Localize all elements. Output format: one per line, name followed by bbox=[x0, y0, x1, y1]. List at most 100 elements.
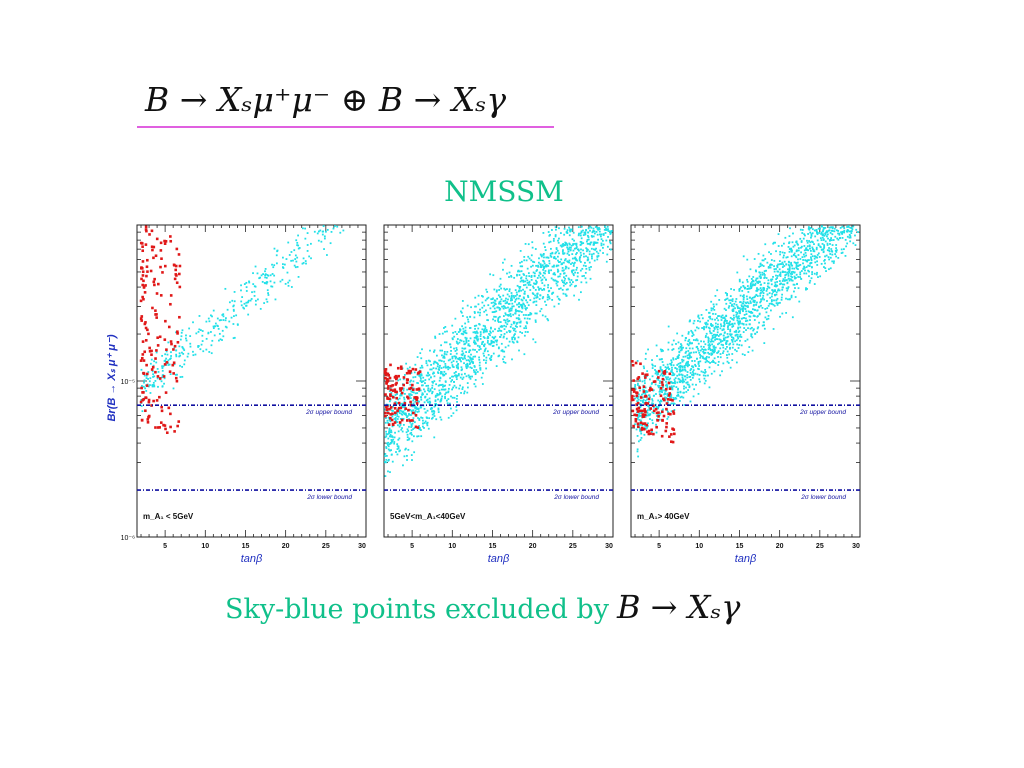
excluded-point bbox=[319, 229, 322, 232]
excluded-point bbox=[827, 256, 830, 259]
excluded-point bbox=[522, 273, 525, 275]
allowed-point bbox=[150, 245, 154, 249]
excluded-point bbox=[841, 230, 844, 233]
excluded-point bbox=[435, 354, 438, 357]
excluded-point bbox=[691, 335, 694, 337]
allowed-point bbox=[140, 315, 144, 318]
allowed-point bbox=[388, 407, 391, 411]
excluded-point bbox=[201, 330, 204, 332]
excluded-point bbox=[769, 296, 772, 299]
excluded-point bbox=[397, 424, 399, 427]
excluded-point bbox=[313, 230, 316, 233]
excluded-point bbox=[266, 300, 269, 303]
excluded-point bbox=[199, 348, 202, 351]
excluded-point bbox=[717, 355, 719, 358]
excluded-point bbox=[781, 266, 784, 268]
excluded-point bbox=[183, 363, 186, 366]
allowed-point bbox=[174, 376, 178, 380]
excluded-point bbox=[755, 270, 758, 273]
excluded-point bbox=[592, 242, 595, 245]
excluded-point bbox=[161, 376, 164, 379]
excluded-point bbox=[479, 368, 482, 371]
excluded-point bbox=[710, 372, 713, 375]
excluded-point bbox=[151, 385, 154, 388]
excluded-point bbox=[502, 261, 504, 264]
excluded-point bbox=[410, 372, 413, 374]
excluded-point bbox=[828, 229, 831, 232]
excluded-point bbox=[793, 283, 796, 286]
allowed-point bbox=[652, 404, 655, 408]
excluded-point bbox=[543, 266, 545, 268]
excluded-point bbox=[823, 266, 825, 268]
excluded-point bbox=[766, 293, 769, 296]
excluded-point bbox=[687, 360, 689, 363]
excluded-point bbox=[592, 235, 595, 238]
excluded-point bbox=[413, 411, 416, 414]
excluded-point bbox=[597, 238, 599, 241]
excluded-point bbox=[774, 281, 777, 284]
excluded-point bbox=[690, 368, 693, 370]
excluded-point bbox=[418, 419, 421, 422]
excluded-point bbox=[716, 352, 719, 354]
excluded-point bbox=[560, 245, 563, 248]
excluded-point bbox=[699, 353, 701, 356]
excluded-point bbox=[545, 265, 548, 268]
excluded-point bbox=[417, 435, 420, 438]
excluded-point bbox=[791, 267, 794, 270]
excluded-point bbox=[536, 277, 539, 279]
allowed-point bbox=[659, 394, 663, 398]
allowed-point bbox=[164, 319, 167, 323]
excluded-point bbox=[641, 400, 644, 402]
excluded-point bbox=[652, 389, 655, 392]
excluded-point bbox=[695, 326, 698, 329]
excluded-point bbox=[535, 281, 538, 283]
excluded-point bbox=[724, 319, 727, 322]
excluded-point bbox=[471, 358, 474, 361]
excluded-point bbox=[464, 347, 467, 350]
excluded-point bbox=[808, 240, 810, 242]
excluded-point bbox=[750, 287, 753, 290]
allowed-point bbox=[402, 376, 406, 379]
excluded-point bbox=[443, 374, 446, 377]
excluded-point bbox=[400, 428, 403, 431]
excluded-point bbox=[829, 253, 832, 255]
excluded-point bbox=[588, 261, 591, 264]
excluded-point bbox=[294, 254, 297, 257]
excluded-point bbox=[636, 418, 639, 420]
excluded-point bbox=[532, 338, 535, 341]
excluded-point bbox=[423, 407, 426, 410]
excluded-point bbox=[720, 333, 722, 336]
excluded-point bbox=[468, 363, 471, 365]
excluded-point bbox=[522, 284, 525, 287]
excluded-point bbox=[790, 275, 793, 278]
excluded-point bbox=[776, 275, 779, 277]
allowed-point bbox=[152, 399, 155, 403]
excluded-point bbox=[487, 296, 490, 299]
excluded-point bbox=[843, 231, 846, 234]
excluded-point bbox=[744, 308, 747, 311]
allowed-point bbox=[418, 370, 422, 373]
excluded-point bbox=[240, 289, 242, 292]
excluded-point bbox=[508, 290, 511, 292]
excluded-point bbox=[834, 249, 837, 252]
excluded-point bbox=[544, 249, 547, 252]
excluded-point bbox=[796, 261, 799, 264]
allowed-point bbox=[414, 413, 418, 417]
excluded-point bbox=[410, 429, 413, 432]
excluded-point bbox=[437, 411, 440, 413]
excluded-point bbox=[506, 288, 508, 290]
excluded-point bbox=[817, 243, 820, 246]
excluded-point bbox=[409, 421, 412, 424]
excluded-point bbox=[547, 270, 550, 273]
allowed-point bbox=[178, 285, 182, 289]
excluded-point bbox=[781, 288, 784, 291]
excluded-point bbox=[251, 291, 253, 294]
excluded-point bbox=[397, 430, 400, 433]
excluded-point bbox=[461, 354, 464, 357]
excluded-point bbox=[434, 394, 437, 397]
excluded-point bbox=[725, 309, 727, 311]
excluded-point bbox=[221, 329, 224, 332]
excluded-point bbox=[481, 295, 483, 297]
allowed-point bbox=[390, 418, 394, 422]
excluded-point bbox=[634, 384, 637, 386]
